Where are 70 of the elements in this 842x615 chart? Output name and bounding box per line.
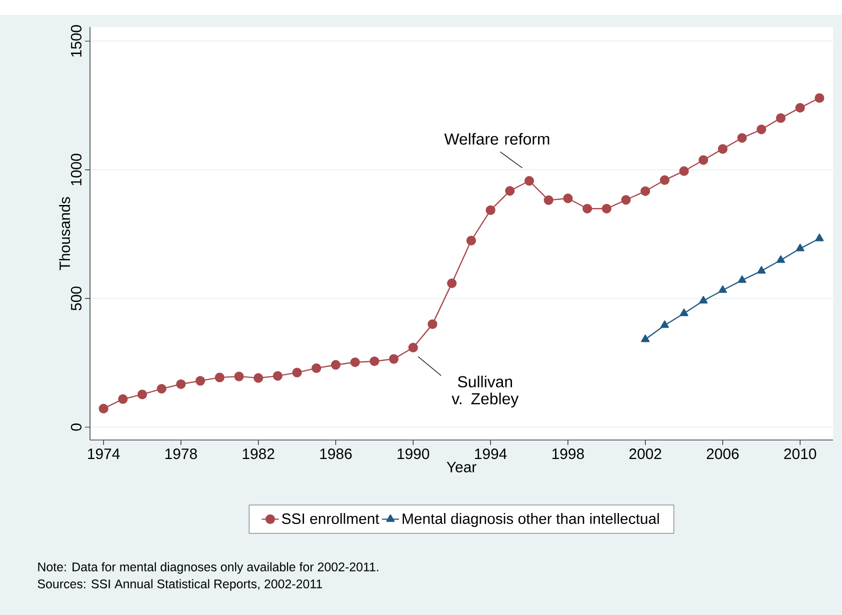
point bbox=[602, 204, 612, 214]
point bbox=[272, 371, 282, 381]
legend-label: SSI enrollment bbox=[282, 513, 380, 524]
point bbox=[660, 320, 669, 328]
legend-label: Mental diagnosis other than intellectual bbox=[402, 513, 659, 527]
point bbox=[563, 194, 573, 204]
point bbox=[388, 354, 399, 364]
point bbox=[582, 204, 592, 214]
point bbox=[118, 394, 128, 404]
y-tick-label: 0 bbox=[70, 424, 82, 431]
point bbox=[660, 175, 670, 185]
point bbox=[486, 205, 496, 215]
point bbox=[699, 296, 708, 304]
point bbox=[137, 390, 148, 400]
y-axis-title: Thousands bbox=[59, 197, 70, 270]
point bbox=[330, 360, 341, 370]
y-tick-label: 1500 bbox=[70, 25, 82, 57]
point bbox=[466, 236, 476, 246]
point bbox=[505, 186, 515, 196]
point bbox=[254, 373, 264, 383]
point bbox=[350, 357, 360, 368]
point bbox=[718, 144, 728, 154]
point bbox=[796, 244, 804, 252]
point bbox=[815, 234, 824, 242]
x-tick-label: 1990 bbox=[398, 448, 430, 460]
point bbox=[737, 133, 747, 143]
point bbox=[234, 372, 244, 382]
point bbox=[544, 195, 554, 205]
point bbox=[312, 363, 322, 373]
annotation: Sullivan v. Zebley bbox=[452, 376, 519, 408]
x-tick-label: 1986 bbox=[320, 448, 352, 460]
text: Note: Data for mental diagnoses only available for 2002-2011. bbox=[38, 562, 378, 574]
point bbox=[641, 334, 650, 342]
point bbox=[738, 275, 746, 283]
point bbox=[214, 372, 224, 382]
point bbox=[292, 368, 302, 378]
point bbox=[370, 356, 380, 366]
point bbox=[756, 124, 766, 134]
x-tick-label: 1998 bbox=[552, 448, 584, 460]
point bbox=[176, 379, 186, 389]
x-tick-label: 2010 bbox=[784, 448, 816, 460]
point bbox=[408, 342, 418, 352]
point bbox=[640, 186, 650, 196]
point bbox=[679, 166, 689, 176]
x-tick-label: 1978 bbox=[165, 448, 197, 460]
point bbox=[195, 376, 206, 386]
x-tick-label: 2006 bbox=[706, 448, 739, 460]
x-tick-label: 2002 bbox=[629, 448, 662, 460]
point bbox=[757, 266, 766, 274]
x-axis-title: Year bbox=[446, 462, 476, 472]
point bbox=[156, 384, 166, 394]
point bbox=[428, 319, 438, 329]
point bbox=[795, 102, 805, 113]
point bbox=[524, 176, 534, 186]
point bbox=[814, 93, 824, 103]
x-tick-label: 1982 bbox=[242, 448, 274, 460]
point bbox=[718, 285, 727, 293]
y-tick-label: 1000 bbox=[70, 154, 82, 186]
point bbox=[447, 278, 457, 288]
source-note: Sources: SSI Annual Statistical Reports, 2002-2011 bbox=[38, 579, 322, 591]
x-tick-label: 1994 bbox=[475, 448, 507, 460]
point bbox=[776, 255, 786, 263]
x-tick-label: 1974 bbox=[88, 448, 120, 460]
point bbox=[98, 404, 108, 414]
point bbox=[776, 113, 786, 123]
y-tick-label: 500 bbox=[70, 286, 82, 310]
annotation: Welfare reform bbox=[444, 133, 550, 145]
point bbox=[698, 155, 708, 165]
point bbox=[680, 308, 688, 316]
point bbox=[621, 195, 631, 205]
